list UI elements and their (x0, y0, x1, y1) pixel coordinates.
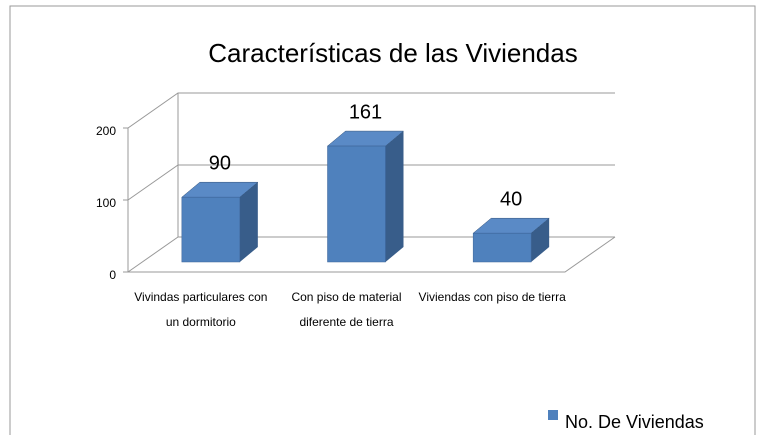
legend-swatch (548, 410, 558, 420)
x-tick-label-box: Vivindas particulares con un dormitorio (134, 290, 268, 329)
floor-edge (128, 236, 616, 273)
bar (472, 232, 532, 263)
grid-line (127, 164, 615, 201)
bar (327, 145, 386, 263)
bar (181, 196, 241, 263)
x-tick-label-box: Viviendas con piso de tierra (418, 290, 566, 304)
x-tick-label: Viviendas con piso de tierra (418, 290, 566, 304)
x-tick-label: Con piso de material diferente de tierra (291, 290, 402, 329)
x-tick-label-box: Con piso de material diferente de tierra (291, 290, 402, 329)
data-label: 161 (349, 101, 382, 123)
grid-line (127, 92, 615, 129)
data-label: 90 (209, 152, 231, 174)
data-label: 40 (500, 188, 522, 210)
chart-frame (9, 5, 756, 435)
bar-side (239, 182, 258, 262)
y-tick-label: 100 (96, 196, 116, 210)
y-tick-label: 0 (109, 268, 116, 282)
bar-side (531, 218, 550, 262)
chart-title: Características de las Viviendas (208, 38, 577, 68)
grid-line (127, 236, 615, 273)
bar-side (385, 131, 404, 262)
legend-label: No. De Viviendas (565, 412, 704, 432)
y-tick-label: 200 (96, 124, 116, 138)
x-tick-label: Vivindas particulares con un dormitorio (134, 290, 268, 329)
